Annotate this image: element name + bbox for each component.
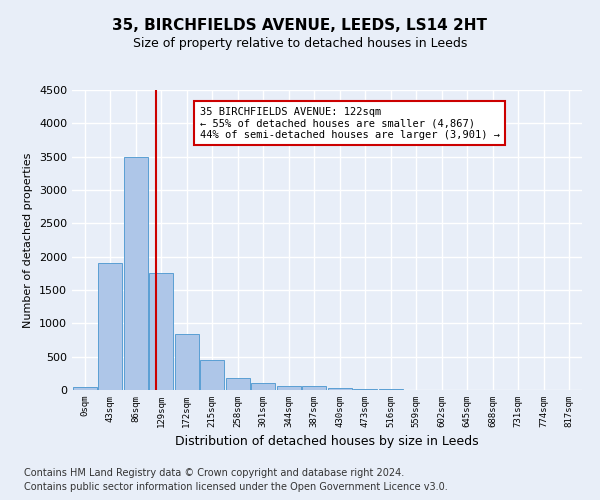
Text: Contains public sector information licensed under the Open Government Licence v3: Contains public sector information licen… <box>24 482 448 492</box>
Text: Size of property relative to detached houses in Leeds: Size of property relative to detached ho… <box>133 38 467 51</box>
Bar <box>98 264 122 390</box>
Bar <box>302 386 326 390</box>
Y-axis label: Number of detached properties: Number of detached properties <box>23 152 34 328</box>
Bar <box>353 388 377 390</box>
Text: 35, BIRCHFIELDS AVENUE, LEEDS, LS14 2HT: 35, BIRCHFIELDS AVENUE, LEEDS, LS14 2HT <box>113 18 487 32</box>
Text: Contains HM Land Registry data © Crown copyright and database right 2024.: Contains HM Land Registry data © Crown c… <box>24 468 404 477</box>
Bar <box>226 378 250 390</box>
Bar <box>149 274 173 390</box>
Bar <box>328 388 352 390</box>
Text: 35 BIRCHFIELDS AVENUE: 122sqm
← 55% of detached houses are smaller (4,867)
44% o: 35 BIRCHFIELDS AVENUE: 122sqm ← 55% of d… <box>199 106 499 140</box>
X-axis label: Distribution of detached houses by size in Leeds: Distribution of detached houses by size … <box>175 436 479 448</box>
Bar <box>73 386 97 390</box>
Bar <box>175 334 199 390</box>
Bar <box>124 156 148 390</box>
Bar <box>251 384 275 390</box>
Bar <box>277 386 301 390</box>
Bar <box>200 360 224 390</box>
